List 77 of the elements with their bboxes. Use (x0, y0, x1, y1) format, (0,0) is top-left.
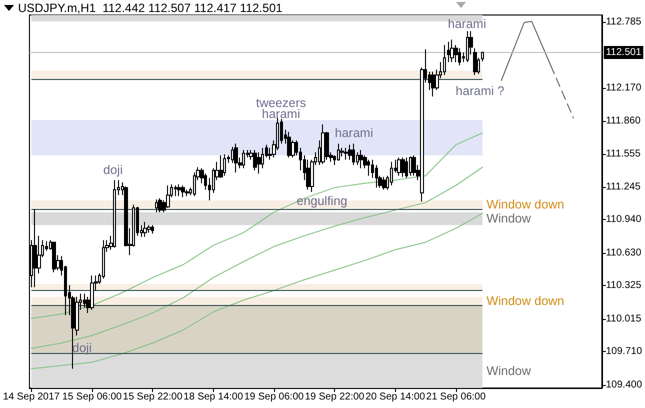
candlestick (174, 184, 177, 197)
chart-title: USDJPY.m,H1 112.442 112.507 112.417 112.501 (18, 1, 282, 15)
candlestick (113, 180, 116, 248)
candlestick (405, 157, 408, 178)
annotation: harami ? (456, 84, 504, 98)
candlestick (143, 221, 147, 238)
candlestick (352, 143, 355, 166)
annotation: harami (262, 107, 300, 121)
candlestick (359, 150, 363, 169)
candlestick (443, 44, 446, 76)
band-label: Window (486, 212, 532, 226)
y-tick-label: 110.940 (606, 214, 642, 226)
candlestick (234, 143, 238, 174)
candlestick (431, 71, 435, 97)
candlestick (412, 154, 416, 176)
candlestick (450, 39, 454, 63)
candlestick (458, 48, 461, 66)
candlestick (287, 131, 291, 158)
band-label: Window down (486, 294, 564, 308)
x-tick-label: 15 Sep 22:00 (122, 392, 183, 402)
candlestick (321, 124, 325, 164)
annotation: doji (103, 163, 123, 177)
x-tick-label: 14 Sep 2017 (2, 392, 60, 402)
x-tick-label: 15 Sep 06:00 (62, 392, 122, 402)
candlestick (337, 143, 340, 162)
y-tick-label: 111.860 (606, 116, 641, 127)
candlestick (306, 159, 310, 190)
candlestick (155, 198, 158, 213)
annotation: harami (334, 126, 374, 140)
y-tick-label: 110.630 (606, 247, 642, 258)
line-series (30, 212, 483, 370)
candlestick (33, 208, 37, 288)
annotation: tweezers (256, 96, 306, 110)
candlestick (340, 147, 344, 157)
ref-line-label: 112.501 (606, 47, 642, 58)
candlestick (90, 274, 94, 310)
y-tick-label: 112.170 (606, 82, 642, 94)
x-tick-label: 18 Sep 14:00 (184, 392, 244, 402)
candlestick (382, 176, 386, 190)
annotation: harami (448, 17, 486, 31)
candlestick (177, 184, 181, 197)
candlestick (151, 224, 154, 234)
candlestick (181, 184, 185, 198)
candlestick (397, 157, 401, 176)
y-tick-label: 112.785 (606, 16, 642, 28)
candlestick (166, 184, 170, 208)
candlestick (242, 150, 245, 169)
candlestick (473, 48, 477, 76)
candlestick (253, 150, 257, 171)
candlestick (185, 189, 189, 197)
candlestick (466, 30, 469, 63)
x-tick-label: 20 Sep 14:00 (366, 392, 426, 402)
x-tick-label: 21 Sep 06:00 (426, 392, 486, 402)
band-label: Window down (486, 198, 564, 212)
candlestick (447, 41, 450, 63)
candlestick (390, 161, 393, 186)
candlestick (257, 152, 261, 174)
y-tick-label: 111.245 (606, 182, 641, 193)
y-tick-label: 111.555 (606, 148, 641, 160)
candlestick (367, 159, 370, 176)
band-label: Window (486, 364, 532, 378)
y-tick-label: 110.325 (606, 280, 642, 292)
candlestick (52, 242, 56, 273)
y-tick-label: 109.400 (606, 379, 642, 390)
candlestick (409, 156, 412, 176)
y-tick-label: 109.710 (606, 346, 642, 358)
candlestick (344, 147, 348, 160)
candlestick (223, 154, 226, 176)
candlestick (481, 51, 484, 62)
y-tick-label: 110.015 (606, 313, 642, 324)
annotation: engulfing (296, 194, 348, 208)
candlestick (401, 157, 405, 178)
candlestick (219, 154, 223, 178)
x-tick-label: 19 Sep 22:00 (304, 392, 365, 402)
candlestick (158, 198, 162, 213)
candlestick (147, 224, 151, 234)
x-tick-label: 19 Sep 06:00 (244, 392, 304, 402)
